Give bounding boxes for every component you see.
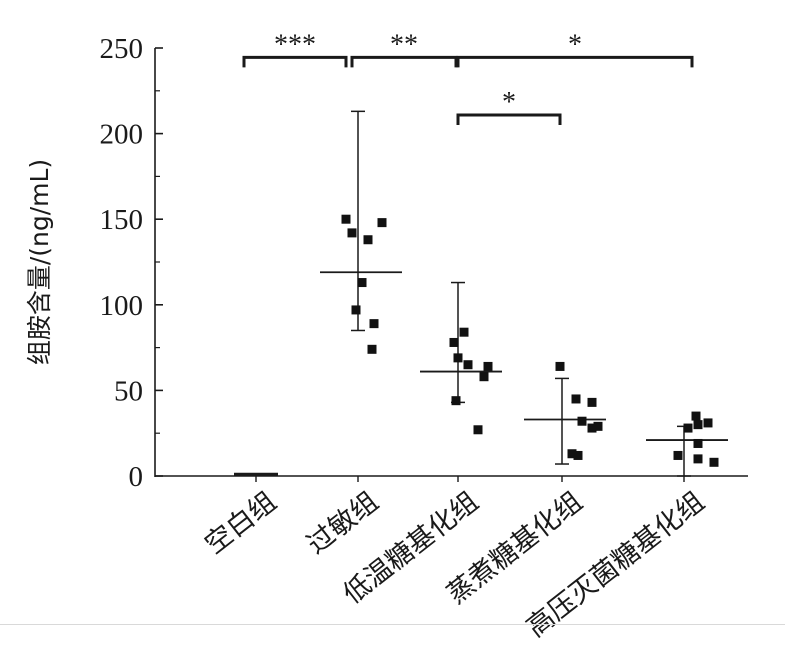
significance-bracket: * [456, 87, 562, 126]
data-point [363, 235, 373, 245]
data-point [567, 449, 577, 459]
bracket-line [456, 55, 694, 68]
significance-label: ** [390, 29, 418, 60]
data-point [483, 361, 493, 371]
data-point [341, 214, 351, 224]
data-point [369, 319, 379, 329]
y-tick-label: 100 [100, 290, 144, 322]
group-2 [320, 110, 402, 354]
data-point [463, 360, 473, 370]
category-label: 空白组 [199, 486, 282, 560]
y-axis-title: 组胺含量/(ng/mL) [25, 159, 54, 365]
significance-label: *** [274, 29, 316, 60]
data-point [703, 418, 713, 428]
data-point [573, 450, 583, 460]
significance-bracket: ** [350, 29, 458, 68]
data-point [459, 327, 469, 337]
data-point [693, 454, 703, 464]
data-point [693, 438, 703, 448]
data-point [351, 305, 361, 315]
data-point [691, 411, 701, 421]
axes [154, 47, 748, 482]
group-3 [420, 281, 502, 435]
group-4 [524, 361, 606, 465]
data-point [593, 421, 603, 431]
data-point [587, 423, 597, 433]
data-point [693, 420, 703, 430]
data-point [451, 396, 461, 406]
data-point [673, 450, 683, 460]
group-5 [646, 411, 728, 477]
significance-label: * [568, 29, 582, 60]
data-point [449, 337, 459, 347]
y-tick-label: 0 [129, 461, 144, 493]
bottom-divider [0, 624, 785, 625]
significance-bracket: * [456, 29, 694, 68]
data-point [587, 397, 597, 407]
significance-label: * [502, 87, 516, 118]
y-tick-label: 50 [114, 375, 143, 407]
data-point [683, 423, 693, 433]
y-tick-label: 250 [100, 33, 144, 65]
data-point [709, 457, 719, 467]
y-tick-label: 200 [100, 119, 144, 151]
data-point [555, 361, 565, 371]
data-point [473, 425, 483, 435]
data-point [377, 218, 387, 228]
bracket-line [242, 55, 348, 68]
data-point [479, 372, 489, 382]
data-point [577, 416, 587, 426]
data-point [357, 278, 367, 288]
data-point [571, 394, 581, 404]
bracket-line [456, 113, 562, 126]
data-point [367, 344, 377, 354]
category-label: 过敏组 [301, 486, 384, 560]
data-marks [234, 110, 728, 477]
significance-bracket: *** [242, 29, 348, 68]
significance-brackets: *** ** ** [242, 29, 694, 126]
data-point [453, 353, 463, 363]
y-tick-label: 150 [100, 204, 144, 236]
data-point [347, 228, 357, 238]
bracket-line [350, 55, 458, 68]
